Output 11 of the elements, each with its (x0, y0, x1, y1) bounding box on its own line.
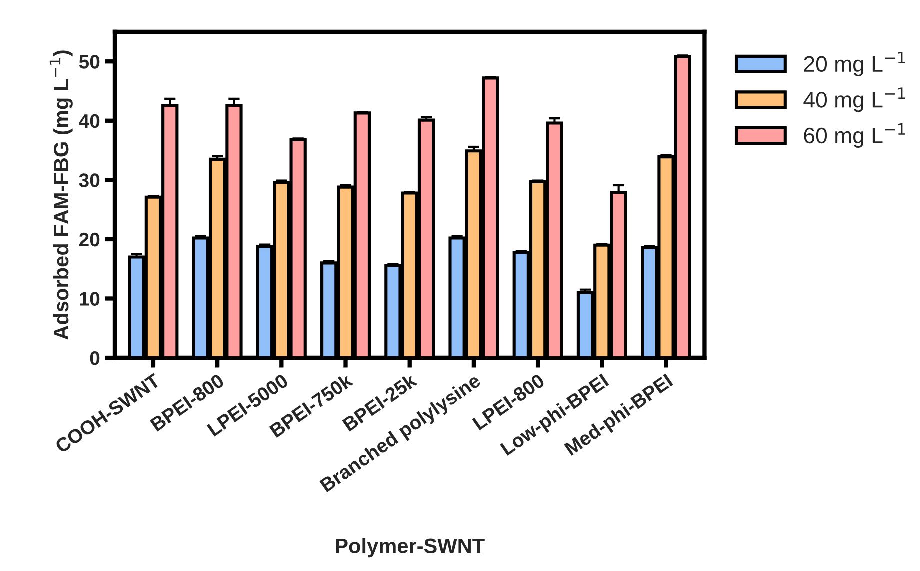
x-axis-title: Polymer-SWNT (336, 538, 485, 558)
y-tick-label: 50 (79, 55, 100, 69)
y-tick-label: 20 (79, 232, 100, 247)
legend-label: 20 mg L$^{−1}$ (804, 52, 906, 76)
y-tick-label: 10 (80, 292, 100, 306)
y-tick-label: 40 (79, 114, 100, 128)
y-tick-label: 0 (90, 351, 100, 366)
legend-label: 60 mg L$^{−1}$ (804, 124, 906, 148)
legend-label: 40 mg L$^{−1}$ (804, 88, 906, 112)
y-tick-label: 30 (79, 174, 100, 188)
y-axis-title: Adsorbed FAM-FBG (mg L$^{−1}$) (50, 50, 73, 340)
